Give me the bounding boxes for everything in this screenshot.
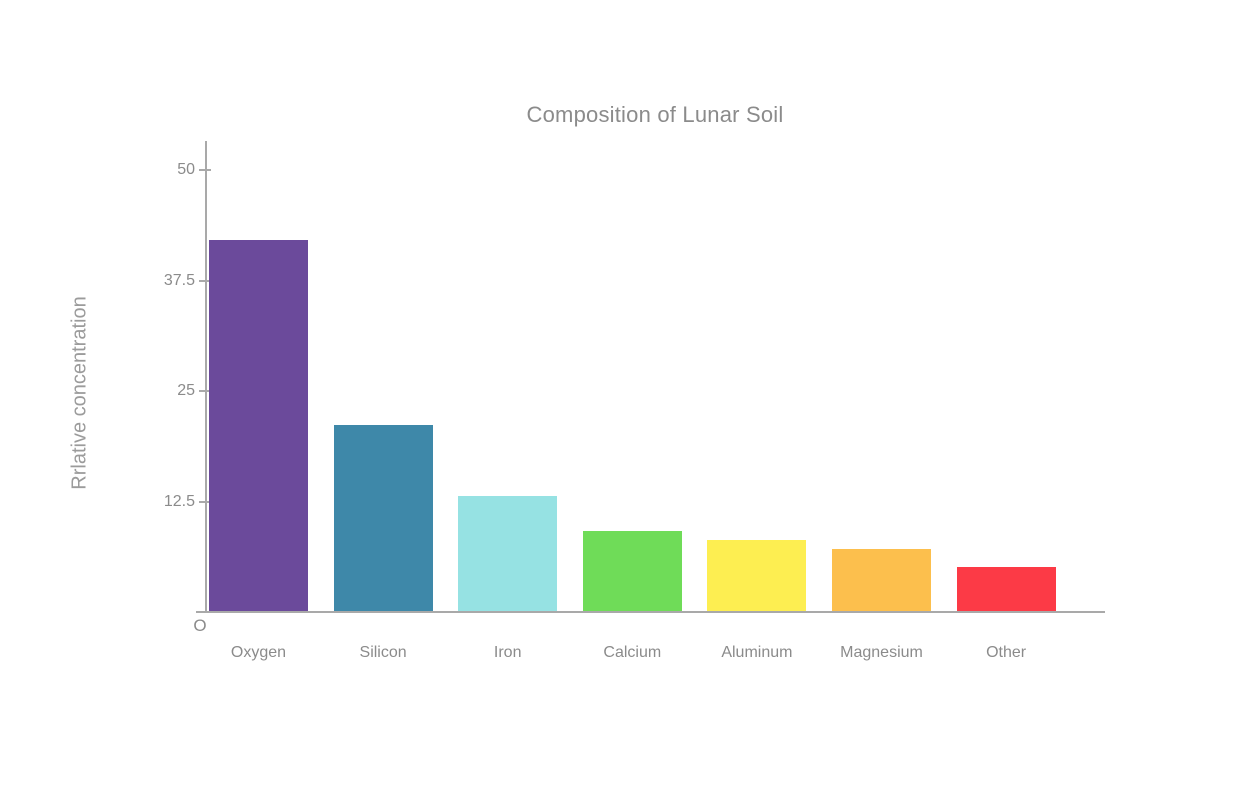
y-tick-label-25: 25 — [177, 382, 195, 399]
y-tick-label-37.5: 37.5 — [163, 271, 195, 289]
bar-other — [956, 566, 1056, 611]
y-tick-label-12.5: 12.5 — [163, 492, 195, 510]
x-axis-line — [196, 611, 1105, 613]
y-tick-label-50: 50 — [177, 161, 195, 178]
y-tick-label-origin: O — [193, 616, 207, 635]
x-label-iron: Iron — [493, 644, 522, 661]
bar-iron — [458, 496, 558, 611]
x-label-calcium: Calcium — [603, 644, 662, 661]
x-label-other: Other — [986, 644, 1027, 661]
x-label-magnesium: Magnesium — [840, 644, 923, 661]
y-tick-mark-37.5 — [199, 279, 211, 282]
bar-aluminum — [707, 540, 807, 611]
x-label-silicon: Silicon — [359, 644, 407, 661]
bar-silicon — [333, 425, 433, 611]
x-label-aluminum: Aluminum — [721, 644, 793, 661]
chart-title: Composition of Lunar Soil — [526, 102, 784, 127]
y-axis-line — [205, 141, 207, 613]
bar-calcium — [582, 531, 682, 611]
y-tick-mark-12.5 — [199, 500, 211, 503]
bar-magnesium — [832, 549, 931, 611]
y-tick-mark-25 — [199, 390, 211, 392]
bar-oxygen — [209, 239, 308, 611]
y-axis-label: Rrlative concentration — [68, 296, 91, 490]
y-tick-mark-50 — [199, 169, 211, 171]
x-label-oxygen: Oxygen — [230, 644, 287, 661]
